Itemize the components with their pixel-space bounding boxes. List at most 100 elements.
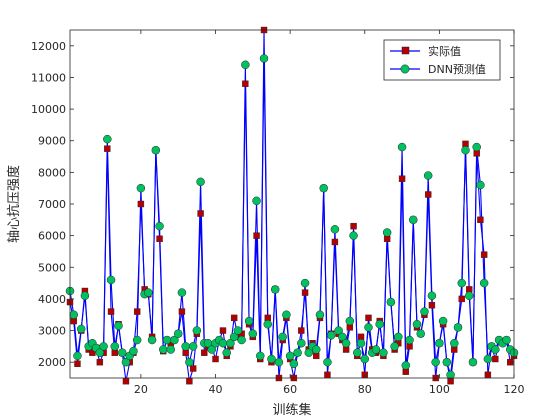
data-point-predicted <box>450 338 459 348</box>
y-tick-label: 11000 <box>31 71 66 84</box>
y-tick-label: 5000 <box>38 261 66 274</box>
x-tick-label: 40 <box>209 383 223 396</box>
data-point-actual <box>350 222 357 230</box>
data-point-predicted <box>170 335 179 345</box>
data-point-predicted <box>364 323 373 332</box>
data-point-predicted <box>207 345 217 354</box>
y-tick-label: 6000 <box>38 230 66 243</box>
data-point-predicted <box>386 297 396 307</box>
data-point-predicted <box>192 326 202 335</box>
data-point-predicted <box>117 348 127 357</box>
y-axis-title: 轴心抗压强度 <box>6 165 22 243</box>
data-point-predicted <box>405 335 414 345</box>
data-point-predicted <box>297 338 306 348</box>
y-tick-label: 8000 <box>38 166 66 179</box>
data-point-predicted <box>177 288 187 297</box>
data-point-predicted <box>282 310 291 319</box>
data-point-predicted <box>76 324 86 334</box>
data-point-predicted <box>491 345 500 354</box>
data-point-actual <box>253 232 260 239</box>
y-tick-label: 10000 <box>31 103 66 116</box>
data-point-predicted <box>483 354 493 364</box>
y-tick-label: 2000 <box>38 356 66 369</box>
data-point-predicted <box>293 348 302 357</box>
data-point-predicted <box>353 348 362 357</box>
data-point-predicted <box>412 319 422 329</box>
data-point-actual <box>122 377 130 385</box>
data-point-predicted <box>382 228 392 237</box>
legend: 实际值 DNN预测值 <box>383 39 501 81</box>
data-point-actual <box>324 371 331 379</box>
data-point-predicted <box>394 332 403 342</box>
data-point-predicted <box>129 346 138 356</box>
data-point-predicted <box>256 351 265 361</box>
data-point-predicted <box>472 142 481 152</box>
data-point-predicted <box>341 338 351 348</box>
data-point-predicted <box>144 288 153 297</box>
data-point-predicted <box>319 183 328 193</box>
data-point-predicted <box>390 342 399 351</box>
data-point-predicted <box>453 323 463 332</box>
data-point-predicted <box>222 348 231 357</box>
data-point-predicted <box>409 215 418 225</box>
data-point-actual <box>331 238 339 246</box>
data-point-predicted <box>401 361 411 370</box>
data-point-actual <box>107 308 115 315</box>
y-tick-label: 7000 <box>38 198 66 211</box>
data-point-predicted <box>259 54 269 63</box>
data-point-predicted <box>159 345 168 354</box>
data-point-predicted <box>416 329 425 338</box>
data-point-predicted <box>278 332 287 342</box>
data-point-predicted <box>162 335 172 345</box>
data-point-actual <box>178 308 186 315</box>
data-point-predicted <box>151 145 161 155</box>
data-point-predicted <box>270 285 280 294</box>
data-point-actual <box>424 191 432 198</box>
plot-area-background <box>70 30 514 378</box>
data-point-actual <box>133 308 141 315</box>
data-point-actual <box>428 302 436 309</box>
data-point-actual <box>104 145 111 152</box>
data-point-predicted <box>300 278 310 288</box>
legend-marker-predicted <box>400 64 410 74</box>
data-point-predicted <box>173 329 183 338</box>
data-point-predicted <box>438 316 448 326</box>
data-point-predicted <box>121 357 131 367</box>
data-point-predicted <box>476 180 485 190</box>
legend-marker-actual <box>401 46 410 55</box>
data-point-predicted <box>442 357 452 367</box>
data-point-predicted <box>371 345 381 354</box>
data-point-predicted <box>435 338 444 348</box>
x-tick-label: 20 <box>134 383 148 396</box>
data-point-actual <box>230 314 238 322</box>
data-point-predicted <box>196 177 205 187</box>
y-tick-label: 12000 <box>31 40 66 53</box>
data-point-predicted <box>360 354 370 364</box>
x-tick-label: 100 <box>429 383 450 396</box>
data-point-actual <box>492 355 499 363</box>
data-point-predicted <box>423 171 433 180</box>
data-point-predicted <box>103 134 112 144</box>
data-point-predicted <box>155 221 164 231</box>
data-point-actual <box>201 349 208 356</box>
data-point-actual <box>212 355 219 363</box>
data-point-predicted <box>95 348 105 357</box>
data-point-predicted <box>356 338 366 348</box>
data-point-predicted <box>241 60 250 70</box>
data-point-predicted <box>69 310 78 319</box>
data-point-predicted <box>289 359 299 369</box>
data-point-predicted <box>468 357 478 367</box>
data-point-predicted <box>244 316 254 326</box>
data-point-predicted <box>99 342 108 351</box>
data-point-predicted <box>326 331 336 340</box>
data-point-actual <box>298 327 305 334</box>
data-point-predicted <box>345 316 355 326</box>
data-point-predicted <box>464 291 474 300</box>
data-point-actual <box>480 251 488 258</box>
data-point-predicted <box>252 196 261 206</box>
data-point-actual <box>74 360 81 367</box>
data-point-actual <box>242 80 249 87</box>
data-point-predicted <box>334 326 343 335</box>
data-point-predicted <box>106 275 116 285</box>
